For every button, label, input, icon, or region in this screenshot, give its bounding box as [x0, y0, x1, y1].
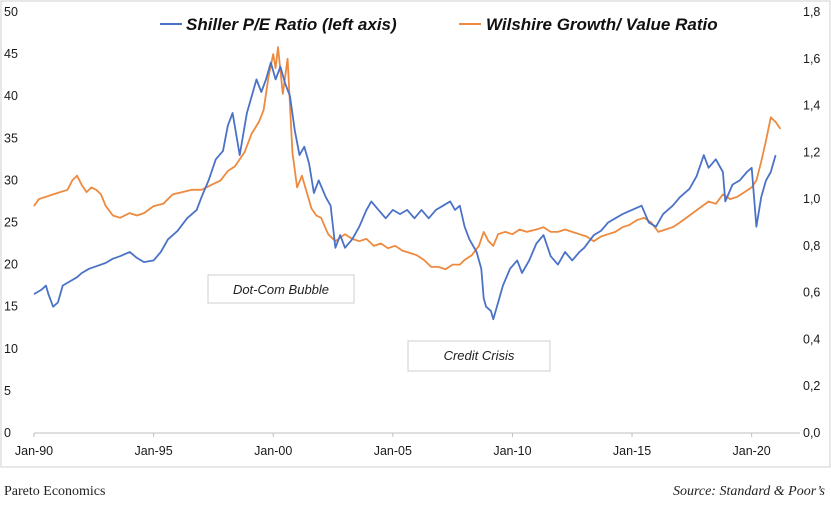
left-axis-tick-label: 40: [4, 89, 18, 103]
x-axis-tick-label: Jan-05: [374, 444, 412, 458]
plot-frame: [0, 0, 831, 468]
left-axis-tick-label: 20: [4, 258, 18, 272]
right-axis-tick-label: 1,2: [803, 145, 820, 159]
x-axis-tick-label: Jan-95: [134, 444, 172, 458]
x-axis-tick-label: Jan-15: [613, 444, 651, 458]
annotation-credit-crisis: Credit Crisis: [407, 340, 551, 372]
left-axis-tick-label: 10: [4, 342, 18, 356]
x-axis-tick-label: Jan-10: [493, 444, 531, 458]
right-axis-tick-label: 1,0: [803, 192, 820, 206]
footer-source: Source: Standard & Poor’s: [672, 484, 825, 499]
annotation-label: Credit Crisis: [444, 348, 515, 363]
series-line-shiller-pe: [33, 61, 777, 321]
right-axis-tick-label: 0,4: [803, 332, 820, 346]
annotation-label: Dot-Com Bubble: [233, 282, 329, 297]
x-axis-tick-label: Jan-20: [733, 444, 771, 458]
left-axis-tick-label: 35: [4, 131, 18, 145]
right-axis-ticks: 0,0 0,2 0,4 0,6 0,8 1,0 1,2 1,4 1,6 1,8: [803, 5, 820, 440]
right-axis-tick-label: 0,6: [803, 286, 820, 300]
right-axis-tick-label: 1,4: [803, 99, 820, 113]
left-axis-ticks: 0 5 10 15 20 25 30 35 40 45 50: [4, 5, 18, 440]
footer-left-credit: Pareto Economics: [4, 484, 106, 499]
right-axis-tick-label: 0,8: [803, 239, 820, 253]
right-axis-tick-label: 1,6: [803, 52, 820, 66]
left-axis-tick-label: 0: [4, 426, 11, 440]
annotation-dot-com: Dot-Com Bubble: [207, 274, 355, 304]
right-axis-tick-label: 1,8: [803, 5, 820, 19]
left-axis-tick-label: 50: [4, 5, 18, 19]
annotation-box: [207, 274, 355, 304]
x-axis-tick-label: Jan-00: [254, 444, 292, 458]
legend: Shiller P/E Ratio (left axis) Wilshire G…: [160, 15, 718, 34]
left-axis-tick-label: 45: [4, 47, 18, 61]
series-layer: [33, 46, 782, 321]
x-axis-tick-label: Jan-90: [15, 444, 53, 458]
left-axis-tick-label: 15: [4, 300, 18, 314]
left-axis-tick-label: 25: [4, 216, 18, 230]
left-axis-tick-label: 30: [4, 173, 18, 187]
legend-label-wilshire: Wilshire Growth/ Value Ratio: [486, 15, 718, 34]
chart: 0 5 10 15 20 25 30 35 40 45 50 0,0 0,2 0,4 0,6 0,8 1,0 1…: [0, 0, 831, 468]
series-line-wilshire-growth-value: [33, 46, 782, 271]
x-axis-ticks: Jan-90 Jan-95 Jan-00 Jan-05 Jan-10 Jan-15 Jan-…: [15, 433, 771, 458]
right-axis-tick-label: 0,0: [803, 426, 820, 440]
annotation-box: [407, 340, 551, 372]
left-axis-tick-label: 5: [4, 384, 11, 398]
legend-label-shiller: Shiller P/E Ratio (left axis): [186, 15, 397, 34]
right-axis-tick-label: 0,2: [803, 379, 820, 393]
